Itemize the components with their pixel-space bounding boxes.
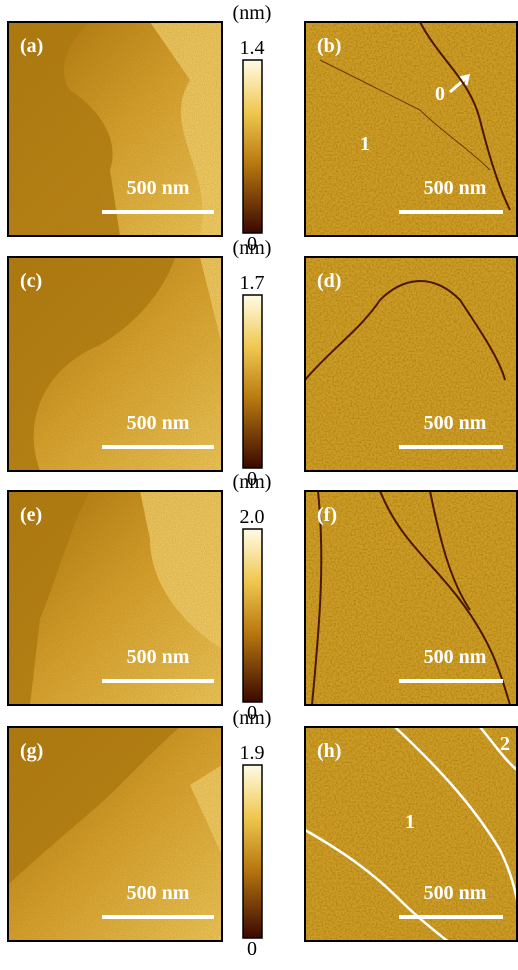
colorbar: [243, 295, 262, 468]
scale-bar-label: 500 nm: [127, 177, 190, 199]
scale-bar-label: 500 nm: [127, 646, 190, 668]
scale-bar-label: 500 nm: [424, 177, 487, 199]
colorbar-max: 1.7: [240, 272, 265, 294]
panel-label: (a): [20, 35, 43, 57]
panel-label: (e): [20, 504, 42, 526]
panel-label: (b): [317, 35, 341, 57]
scale-bar-label: 500 nm: [127, 882, 190, 904]
annotation: 0: [435, 83, 445, 105]
panel-label: (h): [317, 740, 341, 762]
panel-row: (e)500 nm(f)500 nm(nm)2.00: [8, 471, 517, 724]
annotation: 1: [405, 811, 415, 833]
colorbar-min: 0: [247, 938, 257, 960]
colorbar-unit: (nm): [233, 237, 272, 259]
colorbar: [243, 765, 262, 938]
figure: (a) 500 nm (b) 500 nm 0 1 (nm) 1.4 0 (c) 500 nm (d)…: [0, 0, 518, 965]
colorbar-max: 1.4: [240, 37, 265, 59]
panel-label: (g): [20, 740, 43, 762]
annotation: 2: [500, 733, 510, 755]
colorbar-max: 1.9: [240, 742, 265, 764]
panel-row: (g) 500 nm (h) 500 nm 1 2 (nm) 1.9 0: [8, 707, 517, 960]
colorbar-max: 2.0: [240, 506, 265, 528]
panel-label: (c): [20, 270, 42, 292]
colorbar-unit: (nm): [233, 471, 272, 493]
scale-bar-label: 500 nm: [424, 882, 487, 904]
annotation: 1: [360, 133, 370, 155]
colorbar-unit: (nm): [233, 707, 272, 729]
scale-bar-label: 500 nm: [424, 412, 487, 434]
colorbar-unit: (nm): [233, 2, 272, 24]
panel-label: (f): [317, 504, 337, 526]
colorbar: [243, 529, 262, 702]
scale-bar-label: 500 nm: [424, 646, 487, 668]
colorbar: [243, 60, 262, 233]
panel-label: (d): [317, 270, 341, 292]
scale-bar-label: 500 nm: [127, 412, 190, 434]
